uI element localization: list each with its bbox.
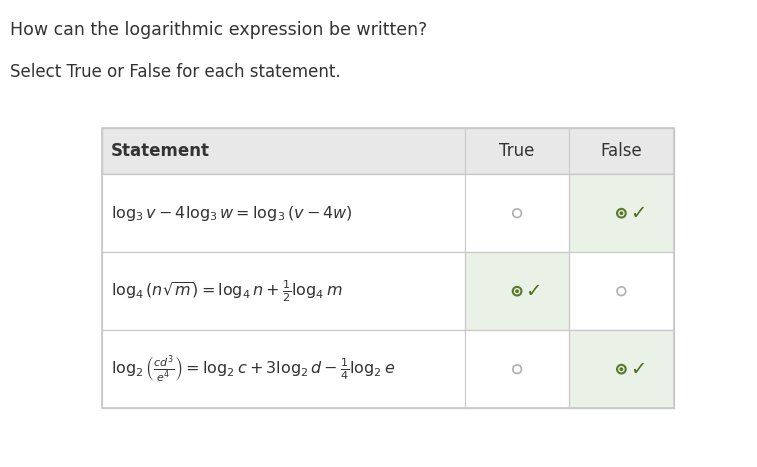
Text: ✓: ✓ [525,282,542,301]
Ellipse shape [516,289,519,293]
Text: $\log_3 v - 4\log_3 w = \log_3 (v - 4w)$: $\log_3 v - 4\log_3 w = \log_3 (v - 4w)$ [111,204,353,223]
Bar [102,330,674,408]
Text: ✓: ✓ [630,360,646,379]
Text: ✓: ✓ [630,204,646,223]
Bar [465,252,569,330]
Bar [569,174,674,252]
Bar [102,128,674,408]
Text: $\log_4 (n\sqrt{m}) = \log_4 n + \frac{1}{2}\log_4 m$: $\log_4 (n\sqrt{m}) = \log_4 n + \frac{1… [111,278,343,304]
Ellipse shape [619,211,623,215]
Ellipse shape [619,367,623,371]
Bar [569,330,674,408]
Text: False: False [600,142,642,160]
Text: True: True [500,142,534,160]
Text: How can the logarithmic expression be written?: How can the logarithmic expression be wr… [10,21,427,39]
Bar [102,174,674,252]
Bar [102,252,674,330]
Bar [102,128,674,174]
Text: $\log_2 \left(\frac{cd^3}{e^4}\right) = \log_2 c + 3\log_2 d - \frac{1}{4}\log_2: $\log_2 \left(\frac{cd^3}{e^4}\right) = … [111,353,395,385]
Text: Select True or False for each statement.: Select True or False for each statement. [10,63,341,81]
Text: Statement: Statement [111,142,210,160]
